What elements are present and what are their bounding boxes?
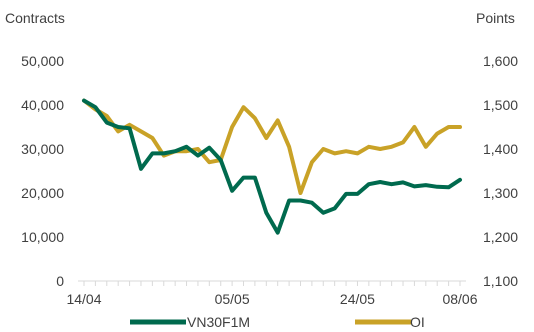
right-tick-label: 1,400	[483, 141, 518, 157]
right-tick-label: 1,200	[483, 229, 518, 245]
x-tick-label: 24/05	[340, 291, 375, 307]
right-axis-ticks: 1,100 1,200 1,300 1,400 1,500 1,600	[483, 53, 518, 289]
right-tick-label: 1,300	[483, 185, 518, 201]
legend-label-oi: OI	[410, 314, 425, 330]
right-tick-label: 1,600	[483, 53, 518, 69]
left-tick-label: 10,000	[21, 229, 64, 245]
right-axis-title: Points	[476, 10, 515, 26]
right-tick-label: 1,100	[483, 273, 518, 289]
x-axis-ticks: 14/04 05/05 24/05 08/06	[66, 281, 478, 307]
series-layer	[82, 98, 462, 235]
left-tick-label: 40,000	[21, 97, 64, 113]
left-tick-label: 20,000	[21, 185, 64, 201]
left-axis-title: Contracts	[5, 10, 65, 26]
series-line-vn30f1m	[82, 98, 462, 235]
legend: VN30F1M OI	[130, 314, 425, 330]
left-axis-ticks: 0 10,000 20,000 30,000 40,000 50,000	[21, 53, 64, 289]
right-tick-label: 1,500	[483, 97, 518, 113]
left-tick-label: 50,000	[21, 53, 64, 69]
left-tick-label: 0	[56, 273, 64, 289]
x-tick-label: 14/04	[66, 291, 101, 307]
series-line-oi	[82, 98, 462, 195]
left-tick-label: 30,000	[21, 141, 64, 157]
legend-label-vn30f1m: VN30F1M	[187, 314, 250, 330]
x-tick-label: 08/06	[442, 291, 477, 307]
x-tick-label: 05/05	[215, 291, 250, 307]
